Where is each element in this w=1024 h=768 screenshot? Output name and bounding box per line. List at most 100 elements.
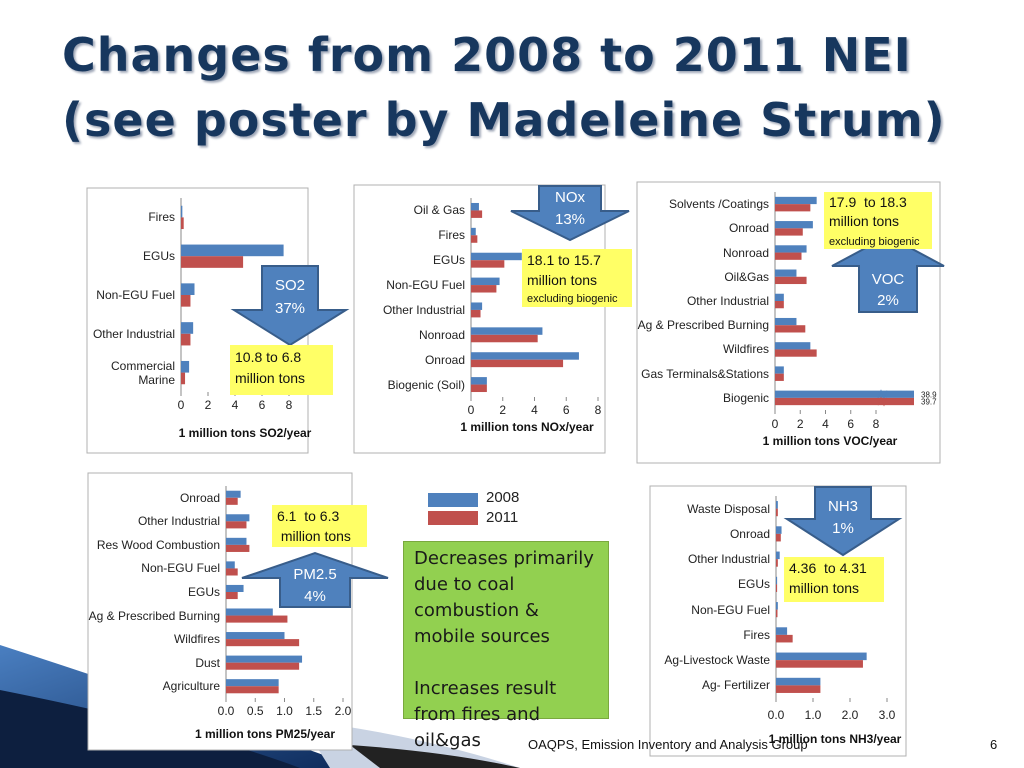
- arrow-text: VOC: [872, 271, 905, 288]
- y-tick-label: Ag-Livestock Waste: [664, 653, 770, 668]
- y-tick-label: Nonroad: [418, 327, 465, 342]
- box-text: million tons: [789, 580, 859, 596]
- decoration: [350, 745, 520, 768]
- data-label: 39.7: [921, 398, 937, 407]
- bar: [775, 342, 811, 350]
- x-tick-label: 2.0: [335, 704, 352, 718]
- bar: [226, 679, 279, 687]
- bar: [775, 317, 797, 326]
- x-axis-label: 1 million tons VOC/year: [763, 434, 898, 448]
- bar: [471, 235, 478, 243]
- box-text: 10.8 to 6.8: [235, 349, 301, 365]
- box-text: excluding biogenic: [829, 236, 920, 248]
- bar: [776, 508, 778, 517]
- bar: [226, 568, 238, 576]
- x-tick-label: 8: [286, 398, 293, 412]
- bar: [775, 276, 807, 285]
- arrow-text: NH3: [828, 498, 858, 515]
- y-tick-label: EGUs: [432, 253, 465, 268]
- y-tick-label: Onroad: [729, 526, 770, 541]
- category-label-box: Nonroad: [722, 245, 769, 260]
- category-label-box: Fires: [438, 228, 465, 242]
- y-tick-label: EGUs: [187, 584, 220, 599]
- y-tick-label: Non-EGU Fuel: [386, 278, 465, 293]
- title-line: Changes from 2008 to 2011 NEI: [62, 28, 912, 82]
- bar: [181, 372, 186, 385]
- bar: [226, 521, 247, 529]
- y-tick-label: Other Industrial: [687, 552, 770, 567]
- bar: [776, 609, 778, 618]
- bar: [226, 537, 247, 545]
- x-tick-label: 0.0: [218, 704, 235, 718]
- bar: [776, 634, 793, 643]
- arrow-text: 4%: [304, 588, 326, 605]
- bar: [776, 533, 781, 542]
- y-tick-label: Non-EGU Fuel: [691, 602, 770, 617]
- box-text: million tons: [829, 213, 899, 229]
- x-tick-label: 4: [531, 403, 538, 417]
- bar: [775, 228, 803, 236]
- y-tick-label: Other Industrial: [137, 514, 220, 529]
- bar: [181, 244, 284, 257]
- bar: [775, 366, 784, 374]
- category-label-box: EGUs: [737, 577, 770, 592]
- x-tick-label: 2.0: [842, 708, 859, 722]
- box-text: million tons: [527, 272, 597, 288]
- arrow-text: 37%: [275, 300, 305, 317]
- bar: [776, 677, 821, 686]
- callout-box: [272, 505, 367, 547]
- category-label-box: Onroad: [729, 221, 769, 235]
- bar: [776, 652, 867, 661]
- bar: [471, 252, 522, 261]
- category-label-box: Fires: [743, 628, 770, 642]
- y-tick-label: Ag & Prescribed Burning: [637, 318, 769, 333]
- x-tick-label: 1.5: [305, 704, 322, 718]
- bar: [226, 490, 241, 498]
- x-axis-label: 1 million tons NOx/year: [460, 420, 594, 434]
- y-tick-label: Non-EGU Fuel: [141, 561, 220, 576]
- box-text: million tons: [277, 528, 351, 544]
- category-label-box: Dust: [195, 656, 220, 670]
- bar: [181, 295, 191, 307]
- bar: [775, 349, 817, 357]
- category-label-box: Res Wood Combustion: [96, 537, 220, 552]
- y-tick-label: Wildfires: [722, 342, 769, 357]
- bar: [471, 384, 487, 393]
- category-label-box: Agriculture: [163, 679, 220, 693]
- category-label-box: Onroad: [729, 526, 770, 541]
- bar: [471, 285, 497, 293]
- chart: 0 2 4 6 81 million tons NOx/year Oil & Gas Fir…: [353, 184, 632, 454]
- category-label-box: Solvents /Coatings: [668, 197, 769, 212]
- y-tick-label: Other Industrial: [92, 326, 175, 341]
- x-tick-label: 0.5: [247, 704, 264, 718]
- bar: [776, 584, 778, 592]
- bar: [226, 608, 273, 616]
- page-number: 6: [990, 737, 997, 752]
- y-tick-label: Solvents /Coatings: [668, 197, 769, 212]
- bar: [226, 686, 279, 694]
- y-tick-label: Res Wood Combustion: [96, 537, 220, 552]
- bar: [775, 397, 914, 406]
- data-label: 38.9: [921, 390, 937, 399]
- legend-label: 2011: [486, 509, 518, 526]
- bar: [471, 260, 505, 268]
- callout-box: [784, 557, 884, 602]
- bar: [775, 301, 784, 309]
- y-tick-label: Nonroad: [722, 245, 769, 260]
- x-tick-label: 2: [797, 417, 804, 431]
- category-label-box: Fires: [148, 210, 175, 224]
- callout-arrow: [510, 185, 630, 242]
- category-label-box: Other Industrial: [137, 514, 220, 529]
- category-label-box: Oil & Gas: [414, 203, 465, 217]
- category-label-box: Ag & Prescribed Burning: [89, 609, 220, 623]
- box-text: 6.1 to 6.3: [277, 508, 339, 524]
- bar: [776, 627, 788, 635]
- category-label-box: Commercial Marine: [111, 359, 175, 387]
- title-line: (see poster by Madeleine Strum): [62, 93, 946, 147]
- x-axis-label: 1 million tons PM25/year: [195, 727, 335, 741]
- category-label-box: Wildfires: [174, 632, 220, 646]
- category-label-box: Gas Terminals&Stations: [641, 367, 769, 381]
- y-tick-label: EGUs: [737, 577, 770, 592]
- category-label-box: Waste Disposal: [687, 502, 770, 516]
- bar: [775, 373, 784, 381]
